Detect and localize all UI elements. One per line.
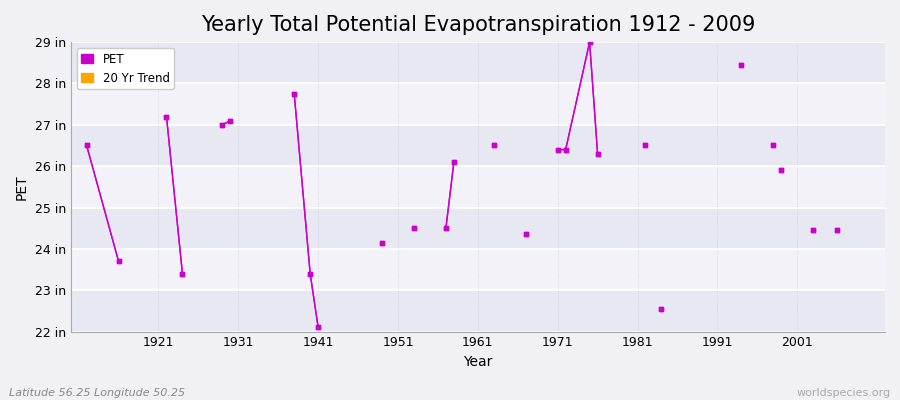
Point — [287, 91, 302, 97]
Point — [446, 159, 461, 165]
Point — [311, 324, 326, 331]
Point — [112, 258, 126, 264]
Point — [830, 227, 844, 234]
Point — [638, 142, 652, 149]
Point — [176, 270, 190, 277]
Point — [559, 146, 573, 153]
Point — [112, 258, 126, 264]
Point — [559, 146, 573, 153]
Point — [654, 306, 669, 312]
Point — [830, 227, 844, 234]
Point — [303, 270, 318, 277]
Point — [518, 231, 533, 238]
Point — [774, 167, 788, 174]
Point — [79, 142, 94, 149]
Point — [438, 225, 453, 232]
Bar — [71, 166, 885, 208]
Point — [79, 142, 94, 149]
Point — [487, 142, 501, 149]
Text: worldspecies.org: worldspecies.org — [796, 388, 891, 398]
Point — [446, 159, 461, 165]
Title: Yearly Total Potential Evapotranspiration 1912 - 2009: Yearly Total Potential Evapotranspiratio… — [201, 15, 755, 35]
Point — [176, 270, 190, 277]
Point — [287, 91, 302, 97]
Point — [582, 39, 597, 45]
Point — [311, 324, 326, 331]
Point — [407, 225, 421, 232]
Point — [582, 39, 597, 45]
Point — [223, 118, 238, 124]
Bar — [71, 290, 885, 332]
Point — [734, 62, 749, 68]
Point — [766, 142, 780, 149]
Point — [766, 142, 780, 149]
Bar — [71, 42, 885, 84]
Point — [638, 142, 652, 149]
Point — [407, 225, 421, 232]
Point — [215, 122, 230, 128]
Point — [590, 150, 605, 157]
Bar — [71, 125, 885, 166]
Text: Latitude 56.25 Longitude 50.25: Latitude 56.25 Longitude 50.25 — [9, 388, 185, 398]
Point — [159, 113, 174, 120]
Bar — [71, 84, 885, 125]
Point — [438, 225, 453, 232]
Bar — [71, 208, 885, 249]
Point — [487, 142, 501, 149]
Point — [806, 227, 820, 234]
Y-axis label: PET: PET — [15, 174, 29, 200]
Point — [159, 113, 174, 120]
Point — [215, 122, 230, 128]
Point — [551, 146, 565, 153]
Legend: PET, 20 Yr Trend: PET, 20 Yr Trend — [76, 48, 175, 89]
Point — [590, 150, 605, 157]
Point — [551, 146, 565, 153]
Bar — [71, 249, 885, 290]
Point — [223, 118, 238, 124]
Point — [518, 231, 533, 238]
Point — [374, 240, 389, 246]
Point — [654, 306, 669, 312]
Point — [774, 167, 788, 174]
Point — [734, 62, 749, 68]
Point — [806, 227, 820, 234]
Point — [374, 240, 389, 246]
X-axis label: Year: Year — [464, 355, 492, 369]
Point — [303, 270, 318, 277]
